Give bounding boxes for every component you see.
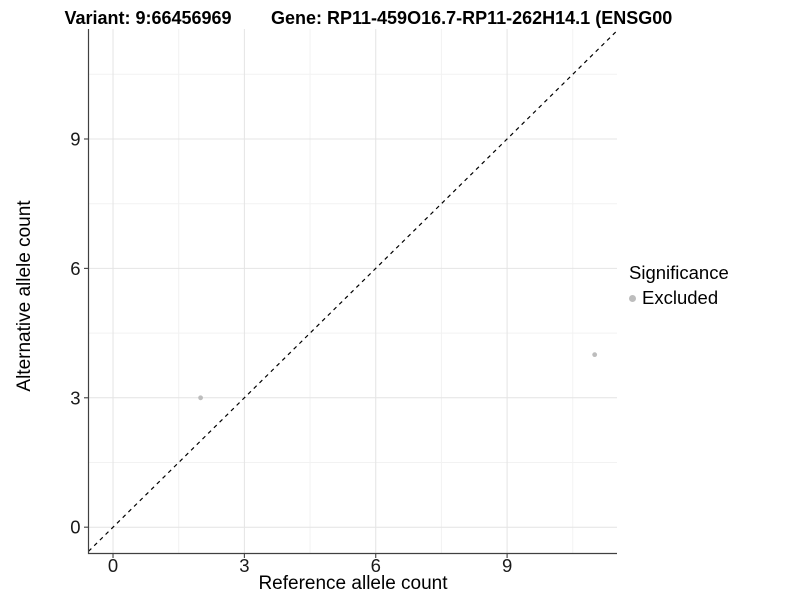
y-tick-label: 6 <box>70 258 80 279</box>
legend-title: Significance <box>629 262 729 283</box>
y-tick-label: 9 <box>70 128 80 149</box>
gene-title: Gene: RP11-459O16.7-RP11-262H14.1 (ENSG0… <box>271 8 673 28</box>
axis-lines <box>87 29 617 555</box>
x-axis-title: Reference allele count <box>258 573 448 594</box>
data-point <box>198 395 203 401</box>
legend: Significance Excluded <box>629 262 729 309</box>
y-tick-label: 3 <box>70 387 80 408</box>
y-axis-title: Alternative allele count <box>14 200 35 392</box>
identity-line <box>88 30 618 552</box>
x-tick-label: 0 <box>108 555 118 576</box>
x-tick-label: 6 <box>371 555 381 576</box>
x-tick-label: 9 <box>502 555 512 576</box>
legend-item-label: Excluded <box>642 287 719 309</box>
variant-title: Variant: 9:66456969 <box>64 8 232 28</box>
x-tick-label: 3 <box>239 555 249 576</box>
y-tick-label: 0 <box>70 517 80 538</box>
legend-point-icon <box>629 294 636 302</box>
legend-item-excluded: Excluded <box>629 287 729 309</box>
data-point <box>592 352 598 358</box>
